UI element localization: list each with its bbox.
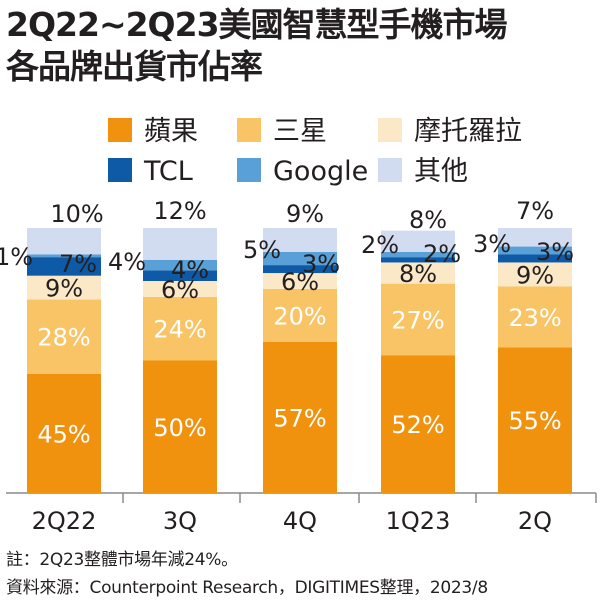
bar-moto-1 [143,281,217,297]
bar-samsung-2 [263,288,337,342]
data-label-tcl-0: 7% [59,250,97,278]
data-label-google-3: 2% [361,231,399,259]
legend-label-other: 其他 [414,156,468,187]
bar-other-2 [263,228,337,252]
bar-moto-0 [27,275,101,300]
footnote-source: 資料來源：Counterpoint Research，DIGITIMES整理，2… [6,578,488,598]
data-label-other-1: 12% [153,197,206,225]
data-label-other-3: 8% [409,206,447,234]
bar-google-4 [498,246,572,255]
bar-google-0 [27,254,101,258]
bar-moto-3 [381,262,455,284]
bar-other-0 [27,228,101,255]
footnote-note: 註：2Q23整體市場年減24%。 [6,550,238,570]
legend-swatch-apple [108,118,132,142]
bar-tcl-0 [27,257,101,276]
bar-samsung-4 [498,286,572,348]
title-line-1: 2Q22~2Q23美國智慧型手機市場 [6,5,508,44]
data-label-samsung-4: 23% [508,304,561,332]
bar-other-4 [498,228,572,247]
bar-google-1 [143,259,217,271]
data-label-apple-2: 57% [273,404,326,432]
data-label-apple-1: 50% [153,414,206,442]
x-tick-label-4: 2Q [518,507,552,535]
data-label-google-4: 3% [473,230,511,258]
data-label-samsung-3: 27% [391,306,444,334]
x-tick-label-0: 2Q22 [32,507,97,535]
data-label-tcl-1: 4% [171,256,209,284]
legend-swatch-samsung [237,118,261,142]
bar-other-1 [143,228,217,260]
data-label-other-4: 7% [516,197,554,225]
bar-other-3 [381,230,455,252]
bar-samsung-3 [381,283,455,356]
data-label-apple-4: 55% [508,407,561,435]
legend-swatch-other [378,158,402,182]
bar-apple-2 [263,341,337,493]
data-label-samsung-1: 24% [153,316,206,344]
data-label-tcl-4: 3% [536,238,574,266]
bar-samsung-0 [27,299,101,374]
legend-swatch-tcl [108,158,132,182]
bar-google-2 [263,251,337,266]
title-line-2: 各品牌出貨市佔率 [6,47,263,86]
data-label-moto-1: 6% [161,276,199,304]
data-label-samsung-0: 28% [37,324,90,352]
x-tick-label-3: 1Q23 [386,507,451,535]
legend-label-moto: 摩托羅拉 [414,116,522,147]
data-label-apple-3: 52% [391,411,444,439]
bar-apple-3 [381,355,455,493]
x-tick-label-2: 4Q [283,507,317,535]
x-tick-label-1: 3Q [163,507,197,535]
legend-swatch-google [237,158,261,182]
data-label-moto-3: 8% [399,260,437,288]
data-label-samsung-2: 20% [273,302,326,330]
data-label-other-0: 10% [50,200,103,228]
data-label-tcl-3: 2% [423,240,461,268]
bar-moto-4 [498,262,572,287]
legend-label-google: Google [273,156,368,187]
bar-tcl-2 [263,265,337,274]
bar-apple-1 [143,360,217,493]
bar-google-3 [381,251,455,258]
data-label-moto-0: 9% [45,275,83,303]
chart-title: 2Q22~2Q23美國智慧型手機市場 各品牌出貨市佔率 [6,4,596,88]
data-label-apple-0: 45% [37,420,90,448]
legend-swatch-moto [378,118,402,142]
legend-label-apple: 蘋果 [144,116,198,147]
bar-apple-0 [27,373,101,493]
bar-tcl-1 [143,270,217,281]
bar-apple-4 [498,347,572,493]
data-label-moto-2: 6% [281,268,319,296]
data-label-google-1: 4% [108,248,146,276]
data-label-tcl-2: 3% [302,250,340,278]
data-label-google-0: 1% [0,243,33,271]
data-label-other-2: 9% [286,200,324,228]
legend-label-samsung: 三星 [273,116,327,147]
legend-label-tcl: TCL [143,156,193,187]
bar-moto-2 [263,273,337,289]
data-label-google-2: 5% [243,236,281,264]
bar-tcl-3 [381,257,455,263]
bar-tcl-4 [498,254,572,263]
data-label-moto-4: 9% [516,261,554,289]
bar-samsung-1 [143,296,217,361]
